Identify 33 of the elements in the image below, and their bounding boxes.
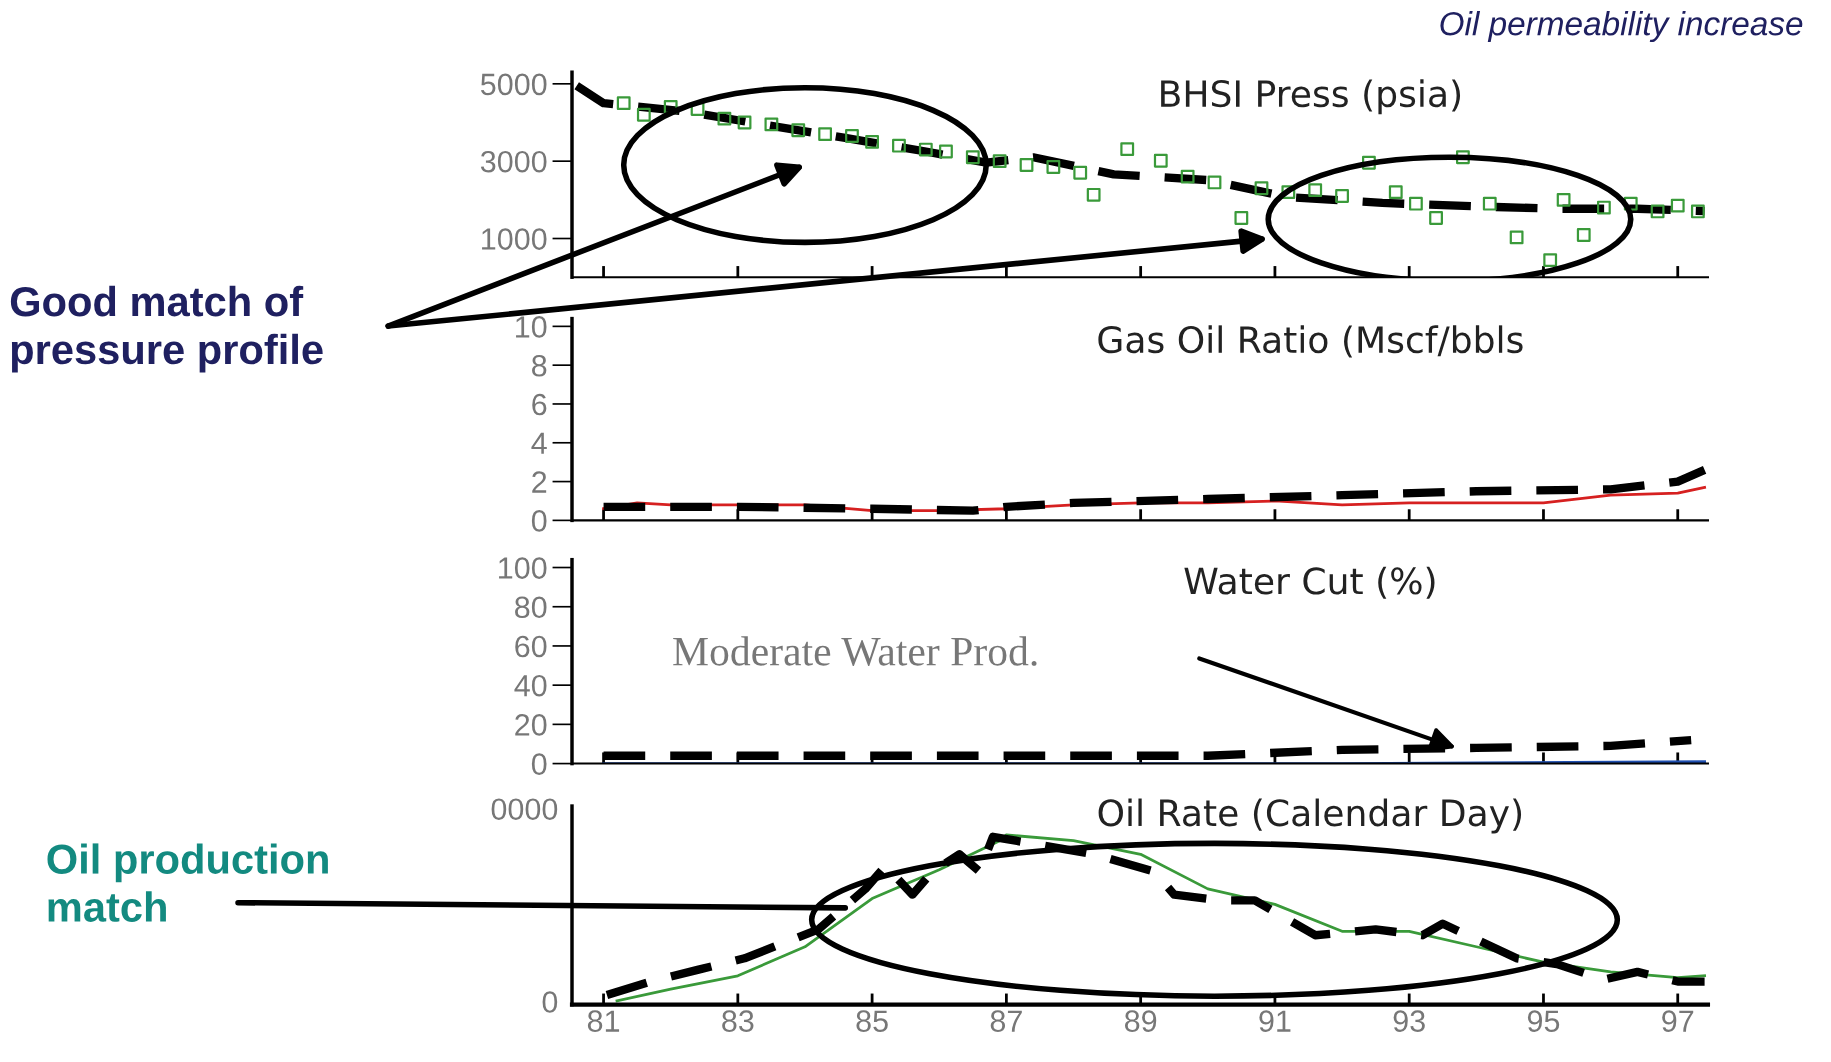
- x-tick-label: 89: [1124, 1010, 1157, 1032]
- y-tick-label: 20: [515, 714, 547, 736]
- y-tick-label: 2: [532, 471, 547, 493]
- y-tick-label: 4: [531, 432, 547, 454]
- y-tick-label: 60: [515, 635, 547, 658]
- y-tick-label: 0: [531, 510, 547, 532]
- x-tick-label: 81: [587, 1010, 620, 1032]
- y-tick-label: 3000: [480, 150, 547, 173]
- text: Oil production match: [47, 843, 328, 922]
- x-tick-label: 93: [1393, 1010, 1425, 1032]
- y-tick-label: 100: [499, 557, 547, 579]
- annotation: Moderate Water Prod.: [673, 636, 1037, 666]
- y-tick-label: 40: [514, 674, 547, 697]
- x-tick-label: 95: [1527, 1010, 1560, 1032]
- chart-title: Gas Oil Ratio (Mscf/bbls: [1098, 325, 1523, 358]
- chart-title: Water Cut (%): [1184, 566, 1435, 599]
- x-tick-label: 97: [1662, 1010, 1694, 1032]
- y-tick-label: 10: [516, 316, 547, 338]
- chart-title: BHSI Press (psia): [1161, 79, 1461, 115]
- y-tick-label: 5000: [480, 73, 547, 96]
- y-tick-label: 8: [532, 354, 547, 377]
- text: Good match of pressure profile: [10, 285, 323, 373]
- y-tick-label: 0: [531, 753, 547, 775]
- y-tick-label: 80: [515, 596, 547, 619]
- x-tick-label: 87: [990, 1010, 1022, 1032]
- chart-title: Oil Rate (Calendar Day): [1098, 798, 1522, 834]
- text: 0000: [491, 798, 558, 821]
- y-tick-label: 6: [532, 393, 547, 416]
- x-tick-label: 83: [722, 1010, 754, 1032]
- text: Oil permeability increase: [1440, 11, 1803, 43]
- y-tick-label: 1000: [482, 228, 547, 250]
- x-tick-label: 91: [1259, 1010, 1291, 1032]
- x-tick-label: 85: [856, 1010, 888, 1032]
